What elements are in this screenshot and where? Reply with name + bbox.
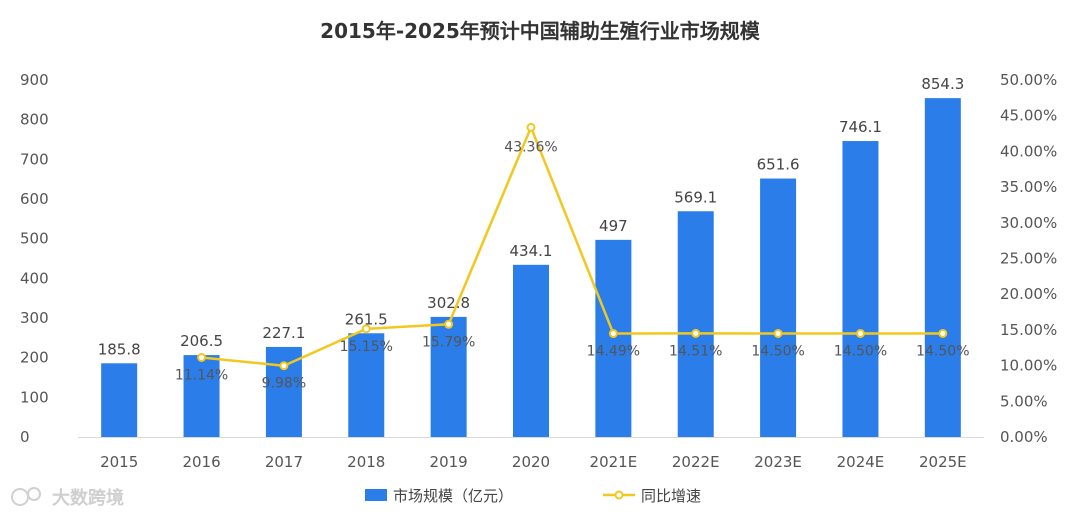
- y2-tick-label: 25.00%: [1000, 250, 1057, 268]
- y-axis-left: 0 100 200 300 400 500 600 700 800 900: [20, 71, 49, 446]
- y2-tick-label: 30.00%: [1000, 214, 1057, 232]
- growth-point: [608, 329, 618, 339]
- bar: [101, 363, 138, 437]
- legend-label-market-size: 市场规模（亿元）: [393, 487, 513, 505]
- growth-point: [197, 352, 207, 362]
- x-tick-label: 2017: [265, 453, 303, 471]
- legend: 市场规模（亿元） 同比增速: [365, 487, 701, 505]
- x-tick-label: 2015: [100, 453, 138, 471]
- x-tick-label: 2025E: [919, 453, 967, 471]
- bar: [348, 333, 385, 437]
- growth-value-label: 14.51%: [669, 343, 722, 359]
- y-tick-label: 500: [20, 230, 49, 248]
- growth-point: [938, 328, 948, 338]
- y2-tick-label: 40.00%: [1000, 142, 1057, 160]
- bar-value-label: 302.8: [427, 294, 470, 312]
- watermark-logo-icon-2: [27, 487, 41, 501]
- y-tick-label: 900: [20, 71, 49, 89]
- legend-swatch-growth-marker: [614, 490, 624, 500]
- y-tick-label: 0: [20, 428, 30, 446]
- watermark-text: 大数跨境: [52, 487, 124, 509]
- y2-tick-label: 20.00%: [1000, 285, 1057, 303]
- x-tick-label: 2022E: [672, 453, 720, 471]
- legend-label-growth: 同比增速: [641, 487, 701, 505]
- bar: [677, 211, 714, 437]
- y-tick-label: 300: [20, 309, 49, 327]
- y-tick-label: 100: [20, 388, 49, 406]
- chart-title: 2015年-2025年预计中国辅助生殖行业市场规模: [320, 19, 761, 43]
- growth-value-label: 43.36%: [504, 139, 557, 155]
- x-tick-label: 2023E: [754, 453, 802, 471]
- x-axis: 2015 2016 2017 2018 2019 2020 2021E 2022E 2023E 2…: [100, 453, 967, 471]
- y-tick-label: 400: [20, 269, 49, 287]
- y-axis-right: 0.00% 5.00% 10.00% 15.00% 20.00% 25.00% 30.00%…: [1000, 71, 1057, 446]
- watermark-logo-icon: [11, 488, 29, 506]
- y-tick-label: 700: [20, 150, 49, 168]
- bar-value-label: 569.1: [674, 188, 717, 206]
- bar: [183, 355, 220, 437]
- y2-tick-label: 5.00%: [1000, 392, 1048, 410]
- bar: [595, 239, 632, 437]
- growth-value-label: 9.98%: [262, 376, 306, 392]
- x-tick-label: 2024E: [837, 453, 885, 471]
- bar-value-label: 227.1: [262, 324, 305, 342]
- growth-value-label: 11.14%: [175, 367, 228, 383]
- growth-value-label: 14.50%: [916, 343, 969, 359]
- watermark: 大数跨境: [11, 487, 124, 509]
- bar-value-label: 434.1: [510, 242, 553, 260]
- growth-point: [361, 324, 371, 334]
- bar-value-label: 854.3: [921, 75, 964, 93]
- bar: [842, 141, 879, 437]
- x-tick-label: 2019: [430, 453, 468, 471]
- bar: [924, 98, 961, 437]
- growth-line-series: 11.14% 9.98% 15.15% 15.79% 43.36% 14.49% 14.51…: [175, 122, 970, 392]
- growth-point: [691, 328, 701, 338]
- growth-point: [444, 319, 454, 329]
- bar: [760, 178, 797, 438]
- bar: [430, 316, 467, 437]
- growth-point: [773, 328, 783, 338]
- growth-value-label: 14.49%: [587, 344, 640, 360]
- growth-value-label: 14.50%: [834, 343, 887, 359]
- y2-tick-label: 45.00%: [1000, 107, 1057, 125]
- y2-tick-label: 15.00%: [1000, 321, 1057, 339]
- y-tick-label: 800: [20, 111, 49, 129]
- bar-value-label: 497: [599, 217, 628, 235]
- growth-value-label: 15.15%: [340, 339, 393, 355]
- y2-tick-label: 50.00%: [1000, 71, 1057, 89]
- growth-line: [201, 126, 943, 367]
- x-tick-label: 2020: [512, 453, 550, 471]
- x-tick-label: 2018: [347, 453, 385, 471]
- growth-point: [526, 122, 536, 132]
- bar-value-label: 651.6: [757, 156, 800, 174]
- y-tick-label: 600: [20, 190, 49, 208]
- y-tick-label: 200: [20, 349, 49, 367]
- bar-value-label: 206.5: [180, 332, 223, 350]
- bar-value-label: 746.1: [839, 118, 882, 136]
- y2-tick-label: 10.00%: [1000, 357, 1057, 375]
- bar-series: 185.8 206.5 227.1 261.5 302.8 434.1 497 569.1 65…: [98, 75, 964, 438]
- bar: [513, 264, 549, 437]
- bar-value-label: 261.5: [345, 310, 388, 328]
- x-tick-label: 2016: [182, 453, 220, 471]
- growth-value-label: 14.50%: [751, 343, 804, 359]
- growth-point: [279, 361, 289, 371]
- growth-point: [855, 328, 865, 338]
- bar-value-label: 185.8: [98, 340, 141, 358]
- y2-tick-label: 0.00%: [1000, 428, 1048, 446]
- legend-swatch-market-size: [365, 489, 387, 501]
- growth-value-label: 15.79%: [422, 334, 475, 350]
- x-tick-label: 2021E: [590, 453, 638, 471]
- y2-tick-label: 35.00%: [1000, 178, 1057, 196]
